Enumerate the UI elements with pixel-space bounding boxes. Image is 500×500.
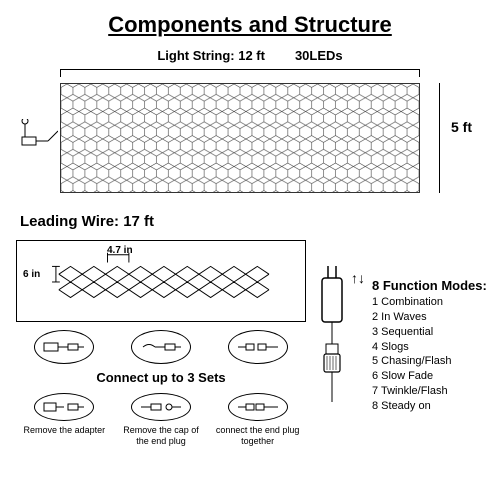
step-1: Remove the adapter: [21, 393, 107, 447]
height-arrow: [430, 83, 440, 193]
connector-3-icon: [228, 330, 288, 364]
mode-item: 5 Chasing/Flash: [372, 354, 500, 369]
mode-item: 8 Steady on: [372, 399, 500, 414]
page-title: Components and Structure: [0, 0, 500, 38]
step-2-label: Remove the cap of the end plug: [118, 425, 204, 447]
left-panel: 4.7 in 6 in Connect up to 3 Sets: [16, 240, 306, 447]
step-1-label: Remove the adapter: [21, 425, 107, 436]
mode-item: 4 Slogs: [372, 340, 500, 355]
step-3-label: connect the end plug together: [215, 425, 301, 447]
net-diagram: 5 ft: [20, 69, 480, 199]
led-count-label: 30LEDs: [295, 48, 343, 63]
height-label: 5 ft: [451, 119, 472, 135]
step-2-icon: [131, 393, 191, 421]
net-mesh: [60, 83, 420, 193]
dim-vertical: 6 in: [23, 269, 40, 280]
step-3: connect the end plug together: [215, 393, 301, 447]
connector-1-icon: [34, 330, 94, 364]
width-ruler: [60, 69, 420, 77]
modes-list: 1 Combination 2 In Waves 3 Sequential 4 …: [372, 295, 500, 414]
light-string-label: Light String: 12 ft: [157, 48, 265, 63]
adapter-icon: [314, 264, 350, 409]
connect-title: Connect up to 3 Sets: [16, 370, 306, 385]
modes-title: 8 Function Modes:: [372, 278, 500, 293]
connector-2-icon: [131, 330, 191, 364]
steps-row: Remove the adapter Remove the cap of the…: [16, 393, 306, 447]
step-2: Remove the cap of the end plug: [118, 393, 204, 447]
detail-hex-icon: [21, 245, 301, 317]
mode-item: 2 In Waves: [372, 310, 500, 325]
mode-item: 7 Twinkle/Flash: [372, 384, 500, 399]
mode-item: 1 Combination: [372, 295, 500, 310]
mode-item: 6 Slow Fade: [372, 369, 500, 384]
bottom-section: 4.7 in 6 in Connect up to 3 Sets: [0, 240, 500, 447]
top-labels: Light String: 12 ft 30LEDs: [0, 48, 500, 63]
detail-box: 4.7 in 6 in: [16, 240, 306, 322]
mode-item: 3 Sequential: [372, 325, 500, 340]
connectors-row: [16, 330, 306, 364]
mode-arrows-icon: ↑↓: [351, 270, 365, 286]
dim-horizontal: 4.7 in: [107, 245, 133, 256]
right-panel: ↑↓ 8 Function Modes: 1 Combination 2 In …: [306, 240, 500, 447]
plug-icon: [20, 119, 58, 158]
leading-wire-label: Leading Wire: 17 ft: [20, 213, 500, 230]
step-1-icon: [34, 393, 94, 421]
step-3-icon: [228, 393, 288, 421]
